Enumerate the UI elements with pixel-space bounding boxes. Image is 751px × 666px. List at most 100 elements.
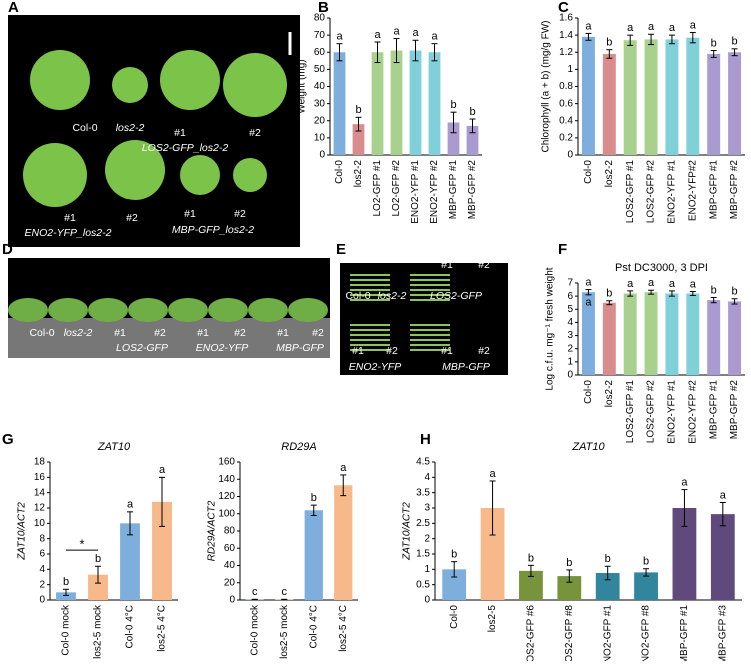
x-tick-label: MBP-GFP #2 xyxy=(729,160,740,220)
y-tick-label: 1 xyxy=(567,64,573,75)
significance-letter: b xyxy=(355,104,361,116)
significance-letter: a xyxy=(648,21,655,33)
significance-letter: a xyxy=(412,27,419,39)
y-tick-label: 1 xyxy=(567,356,573,367)
y-tick-label: 0.8 xyxy=(559,81,573,92)
photo-label: #1 xyxy=(174,127,186,139)
chart-title: Pst DC3000, 3 DPI xyxy=(615,262,708,274)
x-tick-label: LOS2-GFP #6 xyxy=(526,605,537,661)
x-tick-label: ENO2-GFP #1 xyxy=(602,605,613,661)
y-tick-label: 2.5 xyxy=(416,518,430,529)
y-tick-label: 140 xyxy=(218,474,235,485)
panel-letter: H xyxy=(420,431,431,448)
photo-label: #1 xyxy=(441,259,453,271)
y-tick-label: 70 xyxy=(314,30,326,41)
significance-letter: a xyxy=(690,278,697,290)
photo-label: MBP-GFP xyxy=(442,361,490,373)
x-tick-label: los2-5 4°C xyxy=(157,605,168,652)
significance-letter: b xyxy=(311,492,317,504)
x-tick-label: MBP-GFP #1 xyxy=(679,605,690,661)
significance-letter: b xyxy=(711,284,717,296)
significance-letter: a xyxy=(127,499,134,511)
bar xyxy=(665,39,678,155)
x-tick-label: Col-0 xyxy=(583,380,594,404)
y-tick-label: 20 xyxy=(224,577,236,588)
y-tick-label: 0.4 xyxy=(559,115,573,126)
y-tick-label: 2 xyxy=(424,533,430,544)
bar xyxy=(686,294,699,375)
y-tick-label: 14 xyxy=(34,487,46,498)
bar xyxy=(665,294,678,375)
significance-letter: b xyxy=(606,288,612,300)
significance-letter: a xyxy=(159,464,166,476)
y-tick-label: 80 xyxy=(314,13,326,24)
bar xyxy=(603,54,616,155)
significance-letter: b xyxy=(732,36,738,48)
x-tick-label: MBP-GFP #2 xyxy=(729,380,740,440)
y-tick-label: 8 xyxy=(39,533,45,544)
y-tick-label: 60 xyxy=(224,543,236,554)
significance-letter: b xyxy=(450,99,456,111)
bar xyxy=(707,300,720,375)
x-tick-label: ENO2-YFP #1 xyxy=(410,160,421,224)
bar xyxy=(711,514,735,600)
photo-label: los2-2 xyxy=(64,327,93,339)
photo-label: #1 xyxy=(277,327,289,339)
y-tick-label: 0 xyxy=(424,595,430,606)
y-tick-label: 12 xyxy=(34,503,46,514)
panel-letter: F xyxy=(558,241,567,258)
photo-label: #2 xyxy=(249,127,261,139)
x-tick-label: ENO2-YFP #2 xyxy=(429,160,440,224)
significance-letter: a xyxy=(681,477,688,489)
chart-title: ZAT10 xyxy=(97,441,131,453)
photo-label: #2 xyxy=(478,259,490,271)
y-tick-label: 4 xyxy=(39,564,45,575)
panel-letter: E xyxy=(336,241,346,258)
y-tick-label: 1.2 xyxy=(559,47,573,58)
bar xyxy=(707,54,720,155)
significance-letter: a xyxy=(627,278,634,290)
y-tick-label: 0.2 xyxy=(559,133,573,144)
plant xyxy=(128,298,168,322)
bar xyxy=(372,52,384,155)
y-tick-label: 40 xyxy=(224,560,236,571)
photo-label: #1 xyxy=(352,345,364,357)
y-tick-label: 0 xyxy=(567,150,573,161)
x-tick-label: LOS2-GFP #2 xyxy=(646,380,657,444)
x-tick-label: los2-5 xyxy=(487,605,498,633)
x-tick-label: LO2-GFP #2 xyxy=(391,160,402,217)
photo-label: #2 xyxy=(154,327,166,339)
x-tick-label: LOS2-GFP #1 xyxy=(625,380,636,444)
panel-letter: G xyxy=(2,431,14,448)
y-tick-label: 0 xyxy=(39,595,45,606)
y-tick-label: 0 xyxy=(229,595,235,606)
y-tick-label: 160 xyxy=(218,457,235,468)
significance-letter: a xyxy=(374,29,381,41)
x-tick-label: Col-0 mock xyxy=(249,604,260,656)
y-tick-label: 5 xyxy=(567,304,573,315)
photo-label: #1 xyxy=(184,208,196,220)
bar xyxy=(334,485,352,600)
x-tick-label: LOS2-GFP #1 xyxy=(625,160,636,224)
plant xyxy=(180,155,220,195)
y-axis-label: Weight (mg) xyxy=(297,59,308,113)
bar xyxy=(728,52,741,155)
significance-letter: b xyxy=(451,549,457,561)
significance-letter: a xyxy=(340,462,347,474)
plant xyxy=(288,298,328,322)
x-tick-label: los2-2 xyxy=(353,160,364,188)
photo-label: Col-0 xyxy=(72,122,97,134)
y-tick-label: 30 xyxy=(314,98,326,109)
y-tick-label: 60 xyxy=(314,47,326,58)
photo-label: #1 xyxy=(197,327,209,339)
photo-label: los2-2 xyxy=(378,290,407,302)
photo-label: #2 xyxy=(234,208,246,220)
x-tick-label: ENO2-YFP #1 xyxy=(667,380,678,444)
y-axis-label: Chlorophyll (a + b) (mg/g FW) xyxy=(541,21,552,153)
photo-label: #1 xyxy=(441,345,453,357)
plant xyxy=(160,50,220,110)
significance-letter: a xyxy=(431,31,438,43)
y-tick-label: 2 xyxy=(567,343,573,354)
significance-letter: b xyxy=(711,37,717,49)
